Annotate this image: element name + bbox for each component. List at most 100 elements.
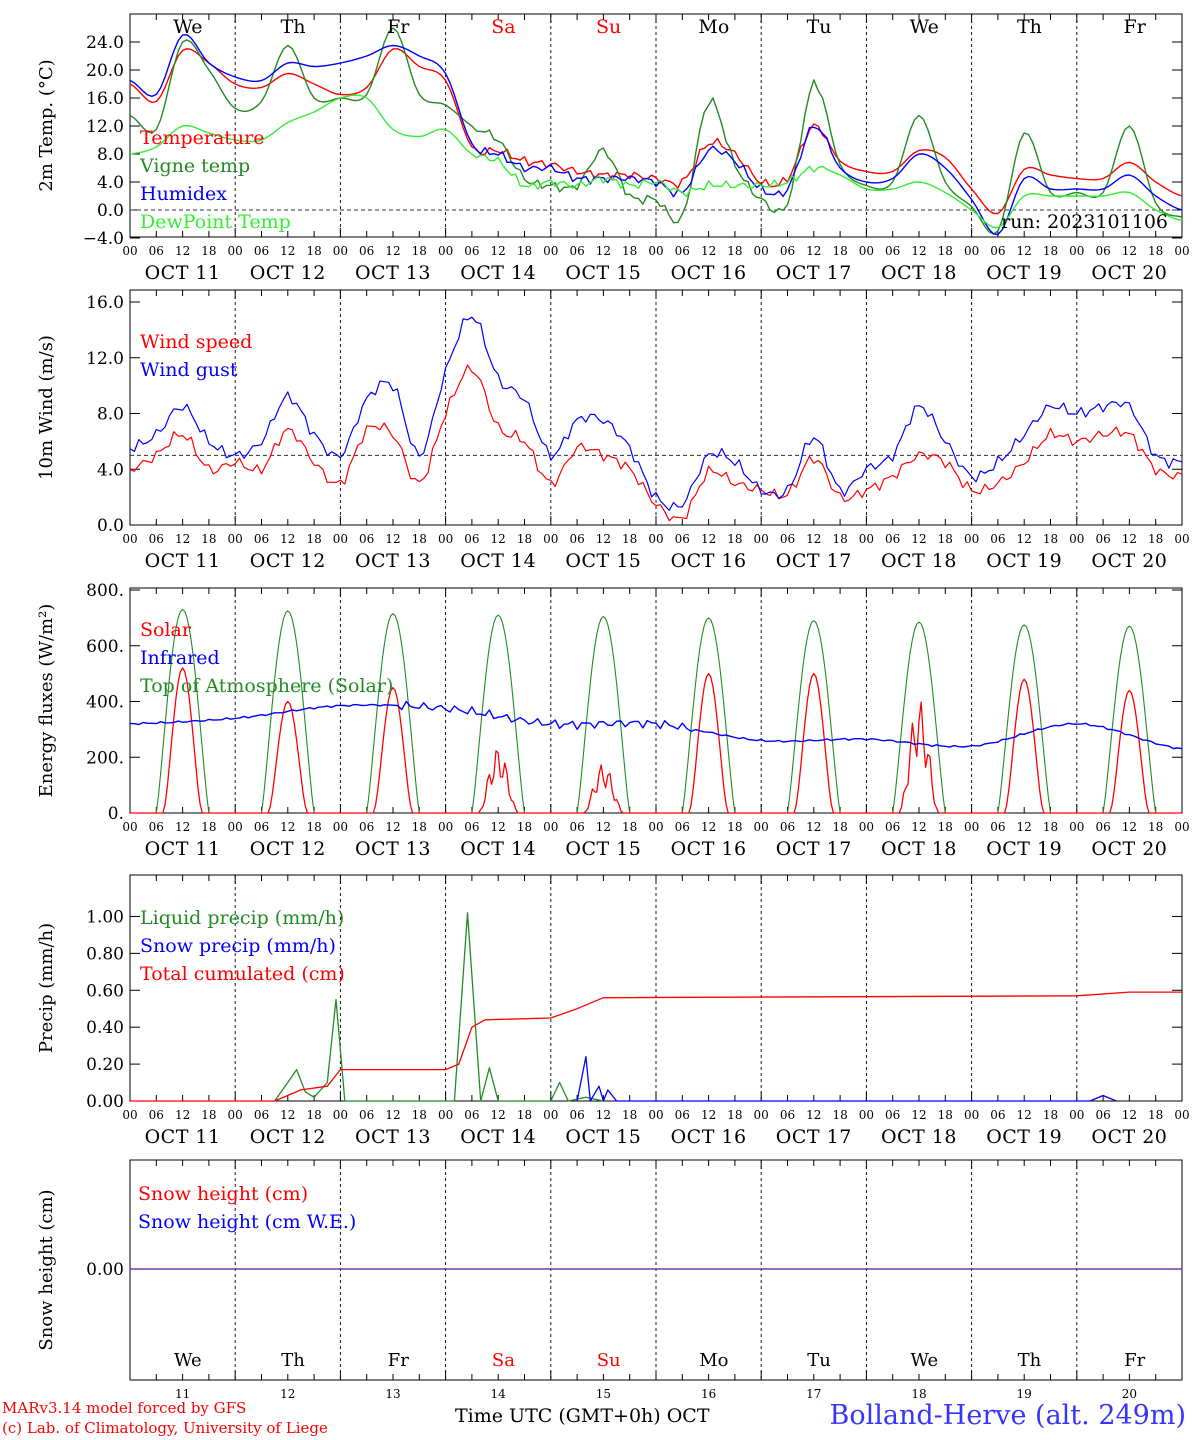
- x-hour-label: 18: [727, 532, 742, 546]
- weekday-label-bottom: We: [174, 1350, 202, 1371]
- x-hour-label: 00: [859, 820, 874, 834]
- y-tick-label: 8.0: [97, 405, 124, 425]
- x-hour-label: 18: [517, 244, 532, 258]
- x-date-label: OCT 14: [460, 262, 536, 284]
- y-tick-label: 0.20: [86, 1055, 124, 1075]
- x-date-label: OCT 12: [250, 262, 326, 284]
- x-hour-label: 12: [911, 1108, 926, 1122]
- x-hour-label: 18: [517, 532, 532, 546]
- x-hour-label: 00: [859, 244, 874, 258]
- x-hour-label: 12: [701, 1108, 716, 1122]
- precip-series-line: [576, 1056, 1117, 1102]
- weekday-label: Fr: [387, 16, 410, 38]
- x-date-label: OCT 19: [986, 550, 1062, 572]
- y-tick-label: 0.00: [86, 1092, 124, 1112]
- x-hour-label: 18: [1043, 1108, 1058, 1122]
- wind-series-line: [129, 364, 1183, 522]
- x-hour-label: 12: [911, 532, 926, 546]
- x-hour-label: 06: [1095, 1108, 1110, 1122]
- x-hour-label: 12: [491, 820, 506, 834]
- y-tick-label: 800.: [86, 581, 124, 601]
- x-hour-label: 06: [675, 820, 690, 834]
- legend-entry: Infrared: [140, 647, 220, 669]
- x-hour-label: 18: [412, 820, 427, 834]
- x-hour-label: 06: [149, 820, 164, 834]
- legend-entry: Snow precip (mm/h): [140, 935, 336, 957]
- x-hour-label: 12: [1017, 1108, 1032, 1122]
- x-hour-label: 06: [359, 244, 374, 258]
- y-tick-label: 12.0: [86, 117, 124, 137]
- x-hour-label: 00: [228, 820, 243, 834]
- x-hour-label: 12: [1017, 244, 1032, 258]
- x-hour-label: 06: [990, 820, 1005, 834]
- weekday-label: Sa: [491, 16, 515, 38]
- x-hour-label: 06: [149, 244, 164, 258]
- y-tick-label: 16.0: [86, 293, 124, 313]
- x-hour-label: 18: [517, 1108, 532, 1122]
- x-hour-label: 12: [701, 820, 716, 834]
- x-hour-label: 00: [754, 1108, 769, 1122]
- legend-entry: Snow height (cm): [138, 1183, 308, 1205]
- infrared-line: [129, 700, 1183, 750]
- x-hour-label: 06: [464, 1108, 479, 1122]
- x-hour-label: 18: [622, 532, 637, 546]
- temp-series-line: [129, 27, 1183, 235]
- x-hour-label: 06: [359, 820, 374, 834]
- x-hour-label: 00: [1174, 820, 1189, 834]
- x-hour-label: 12: [385, 532, 400, 546]
- weekday-label: We: [910, 16, 939, 38]
- x-hour-label: 00: [228, 1108, 243, 1122]
- x-hour-label: 12: [385, 820, 400, 834]
- x-hour-label: 06: [359, 1108, 374, 1122]
- y-tick-label: 0.80: [86, 944, 124, 964]
- x-hour-label: 00: [1069, 1108, 1084, 1122]
- copyright-credit: (c) Lab. of Climatology, University of L…: [2, 1419, 328, 1437]
- x-hour-label: 18: [306, 820, 321, 834]
- x-date-label: OCT 20: [1091, 838, 1167, 860]
- x-hour-label: 12: [491, 532, 506, 546]
- x-hour-label: 06: [149, 1108, 164, 1122]
- x-date-label: OCT 17: [776, 550, 852, 572]
- x-hour-label: 12: [596, 244, 611, 258]
- day-number-label: 20: [1122, 1387, 1137, 1401]
- x-hour-label: 18: [1043, 244, 1058, 258]
- x-hour-label: 00: [438, 1108, 453, 1122]
- x-hour-label: 12: [280, 532, 295, 546]
- x-hour-label: 06: [780, 1108, 795, 1122]
- x-hour-label: 12: [1017, 532, 1032, 546]
- x-hour-label: 18: [1148, 532, 1163, 546]
- panel-frame-3: [129, 587, 1183, 814]
- day-number-label: 13: [385, 1387, 400, 1401]
- x-hour-label: 06: [1095, 532, 1110, 546]
- x-hour-label: 00: [543, 532, 558, 546]
- legend-entry: Vigne temp: [139, 155, 250, 177]
- y-tick-label: 600.: [86, 637, 124, 657]
- x-hour-label: 00: [438, 532, 453, 546]
- x-hour-label: 18: [1148, 244, 1163, 258]
- x-hour-label: 06: [885, 820, 900, 834]
- x-hour-label: 06: [254, 820, 269, 834]
- x-hour-label: 00: [333, 244, 348, 258]
- x-hour-label: 00: [228, 244, 243, 258]
- x-hour-label: 00: [1069, 244, 1084, 258]
- x-date-label: OCT 12: [250, 1126, 326, 1148]
- run-annotation: run: 2023101106: [1001, 211, 1168, 233]
- x-hour-label: 00: [648, 820, 663, 834]
- weekday-label: Su: [596, 16, 621, 38]
- weekday-label-bottom: We: [910, 1350, 938, 1371]
- x-date-label: OCT 12: [250, 838, 326, 860]
- x-hour-label: 06: [254, 532, 269, 546]
- x-date-label: OCT 20: [1091, 550, 1167, 572]
- model-credit: MARv3.14 model forced by GFS: [2, 1399, 247, 1417]
- x-date-label: OCT 18: [881, 262, 957, 284]
- y-tick-label: 4.0: [97, 460, 124, 480]
- x-hour-label: 12: [1122, 244, 1137, 258]
- x-hour-label: 12: [806, 532, 821, 546]
- x-hour-label: 18: [832, 1108, 847, 1122]
- weekday-label: Th: [281, 16, 306, 38]
- x-hour-label: 12: [175, 1108, 190, 1122]
- legend-entry: DewPoint Temp: [140, 211, 291, 233]
- x-date-label: OCT 11: [145, 550, 221, 572]
- weekday-label-bottom: Su: [597, 1350, 621, 1371]
